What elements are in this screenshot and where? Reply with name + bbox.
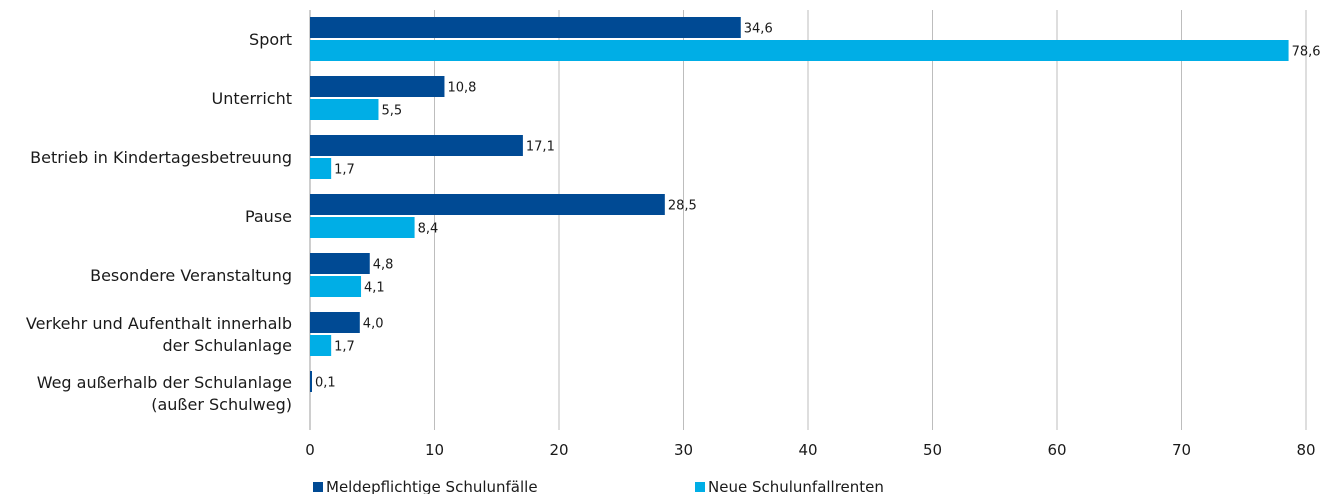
bar-meldepflichtige	[310, 253, 370, 274]
bar-meldepflichtige	[310, 371, 312, 392]
data-label: 1,7	[334, 340, 355, 355]
bar-meldepflichtige	[310, 17, 741, 38]
bar-neue-renten	[310, 40, 1289, 61]
gridlines	[309, 10, 1307, 430]
category-label: Verkehr und Aufenthalt innerhalb der Schu…	[26, 314, 292, 355]
category-label: Sport	[249, 30, 292, 49]
bar-meldepflichtige	[310, 135, 523, 156]
data-label: 34,6	[744, 22, 773, 37]
x-tick-label: 70	[1172, 441, 1191, 459]
bar-neue-renten	[310, 276, 362, 297]
data-label: 4,1	[364, 281, 385, 296]
data-label: 5,5	[381, 104, 402, 119]
x-tick-label: 30	[674, 441, 693, 459]
category-label: Pause	[245, 207, 292, 226]
x-tick-label: 80	[1296, 441, 1315, 459]
data-label: 78,6	[1292, 45, 1321, 60]
legend: Meldepflichtige Schulunfälle Neue Schulun…	[313, 478, 884, 494]
data-label: 10,8	[447, 81, 476, 96]
bar-neue-renten	[310, 335, 332, 356]
data-labels: 34,6 78,6 10,8 5,5 17,1 1,7 28,5 8,4 4,8 4,1 4,0 1,…	[315, 22, 1321, 391]
legend-label: Neue Schulunfallrenten	[708, 478, 884, 494]
bar-meldepflichtige	[310, 76, 445, 97]
data-label: 17,1	[526, 140, 555, 155]
data-label: 28,5	[668, 199, 697, 214]
bars	[310, 17, 1289, 392]
x-tick-label: 0	[305, 441, 315, 459]
x-tick-label: 40	[798, 441, 817, 459]
legend-swatch	[313, 482, 323, 492]
legend-swatch	[695, 482, 705, 492]
bar-meldepflichtige	[310, 194, 665, 215]
data-label: 4,8	[373, 258, 394, 273]
data-label: 0,1	[315, 376, 336, 391]
category-label: Unterricht	[212, 89, 293, 108]
x-axis-ticks: 0 10 20 30 40 50 60 70 80	[305, 441, 1315, 459]
data-label: 1,7	[334, 163, 355, 178]
x-tick-label: 50	[923, 441, 942, 459]
category-label: Weg außerhalb der Schulanlage (außer Schu…	[37, 373, 292, 414]
data-label: 8,4	[418, 222, 439, 237]
x-tick-label: 60	[1047, 441, 1066, 459]
category-label: Betrieb in Kindertagesbetreuung	[30, 148, 292, 167]
x-tick-label: 10	[425, 441, 444, 459]
category-label: Besondere Veranstaltung	[90, 266, 292, 285]
data-label: 4,0	[363, 317, 384, 332]
legend-label: Meldepflichtige Schulunfälle	[326, 478, 538, 494]
x-tick-label: 20	[549, 441, 568, 459]
bar-neue-renten	[310, 217, 415, 238]
bar-neue-renten	[310, 99, 379, 120]
bar-meldepflichtige	[310, 312, 360, 333]
bar-neue-renten	[310, 158, 332, 179]
category-labels: Sport Unterricht Betrieb in Kindertagesbet…	[26, 30, 292, 414]
